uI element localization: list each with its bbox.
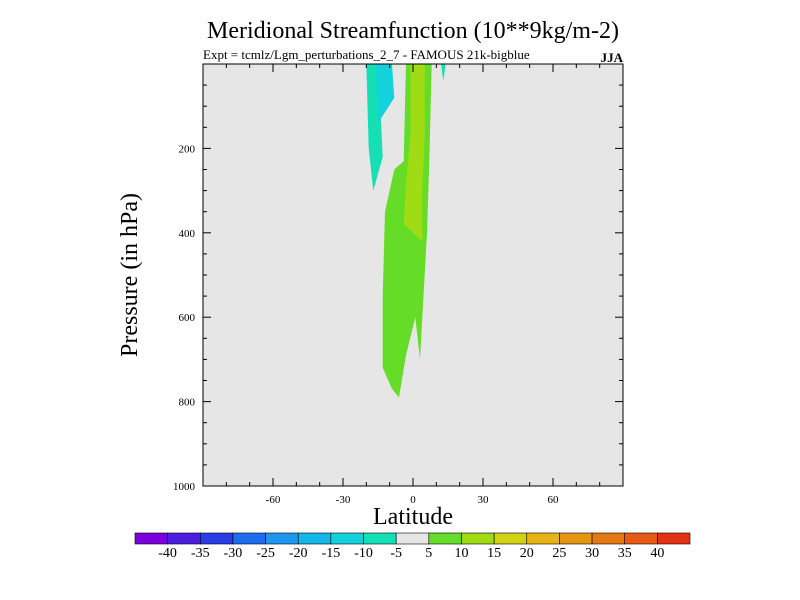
y-axis-label: Pressure (in hPa): [117, 193, 143, 357]
colorbar-swatch: [591, 532, 626, 545]
colorbar-swatch: [657, 532, 691, 545]
season-label: JJA: [601, 50, 624, 65]
colorbar-swatch: [624, 532, 658, 545]
x-axis-label: Latitude: [373, 504, 453, 530]
colorbar: -40 -35 -30 -25 -20 -15 -10 -5 5 10 15 20 25 30 35 40: [134, 532, 691, 561]
colorbar-label: -10: [354, 546, 373, 561]
colorbar-swatch: [526, 532, 560, 545]
colorbar-label: -20: [289, 546, 308, 561]
chart-subtitle: Expt = tcmlz/Lgm_perturbations_2_7 - FAM…: [203, 47, 530, 62]
axis-ticks: -60 -30 0 30 60 200 400 600 800 1000: [173, 64, 623, 506]
colorbar-swatch: [232, 532, 266, 545]
colorbar-swatch: [395, 532, 430, 545]
contour-region-negative-cell-core: [375, 64, 395, 124]
contour-region-negative-cell-sliver: [441, 64, 446, 81]
y-tick-label: 1000: [173, 481, 196, 493]
colorbar-swatch: [199, 532, 234, 545]
colorbar-swatch: [167, 532, 201, 545]
colorbar-label: 30: [585, 546, 599, 561]
colorbar-label: 10: [455, 546, 469, 561]
colorbar-label: 20: [520, 546, 534, 561]
colorbar-label: -30: [224, 546, 243, 561]
chart-title: Meridional Streamfunction (10**9kg/m-2): [207, 18, 619, 44]
y-tick-label: 400: [179, 228, 196, 240]
colorbar-swatch: [297, 532, 332, 545]
colorbar-label: 15: [487, 546, 501, 561]
colorbar-label: -40: [158, 546, 177, 561]
colorbar-swatch: [363, 532, 397, 545]
x-tick-label: 60: [548, 494, 560, 506]
colorbar-swatch: [134, 532, 168, 545]
contour-fills: [366, 64, 446, 398]
y-tick-label: 600: [179, 312, 196, 324]
colorbar-swatch: [428, 532, 462, 545]
colorbar-label: 40: [650, 546, 664, 561]
x-tick-label: -60: [266, 494, 281, 506]
colorbar-label: -15: [322, 546, 341, 561]
x-tick-label: 0: [410, 494, 416, 506]
x-tick-label: -30: [336, 494, 351, 506]
colorbar-swatch: [265, 532, 299, 545]
y-tick-label: 800: [179, 397, 196, 409]
contour-region-positive-cell-inner: [403, 64, 425, 242]
colorbar-label: 5: [425, 546, 432, 561]
x-tick-label: 30: [478, 494, 490, 506]
colorbar-label: -35: [191, 546, 210, 561]
colorbar-label: -5: [390, 546, 402, 561]
colorbar-label: -25: [256, 546, 275, 561]
y-tick-label: 200: [179, 143, 196, 155]
colorbar-swatch: [559, 532, 593, 545]
colorbar-swatch: [493, 532, 528, 545]
colorbar-label: 35: [618, 546, 632, 561]
colorbar-swatch: [461, 532, 495, 545]
colorbar-label: 25: [552, 546, 566, 561]
colorbar-swatch: [330, 532, 364, 545]
